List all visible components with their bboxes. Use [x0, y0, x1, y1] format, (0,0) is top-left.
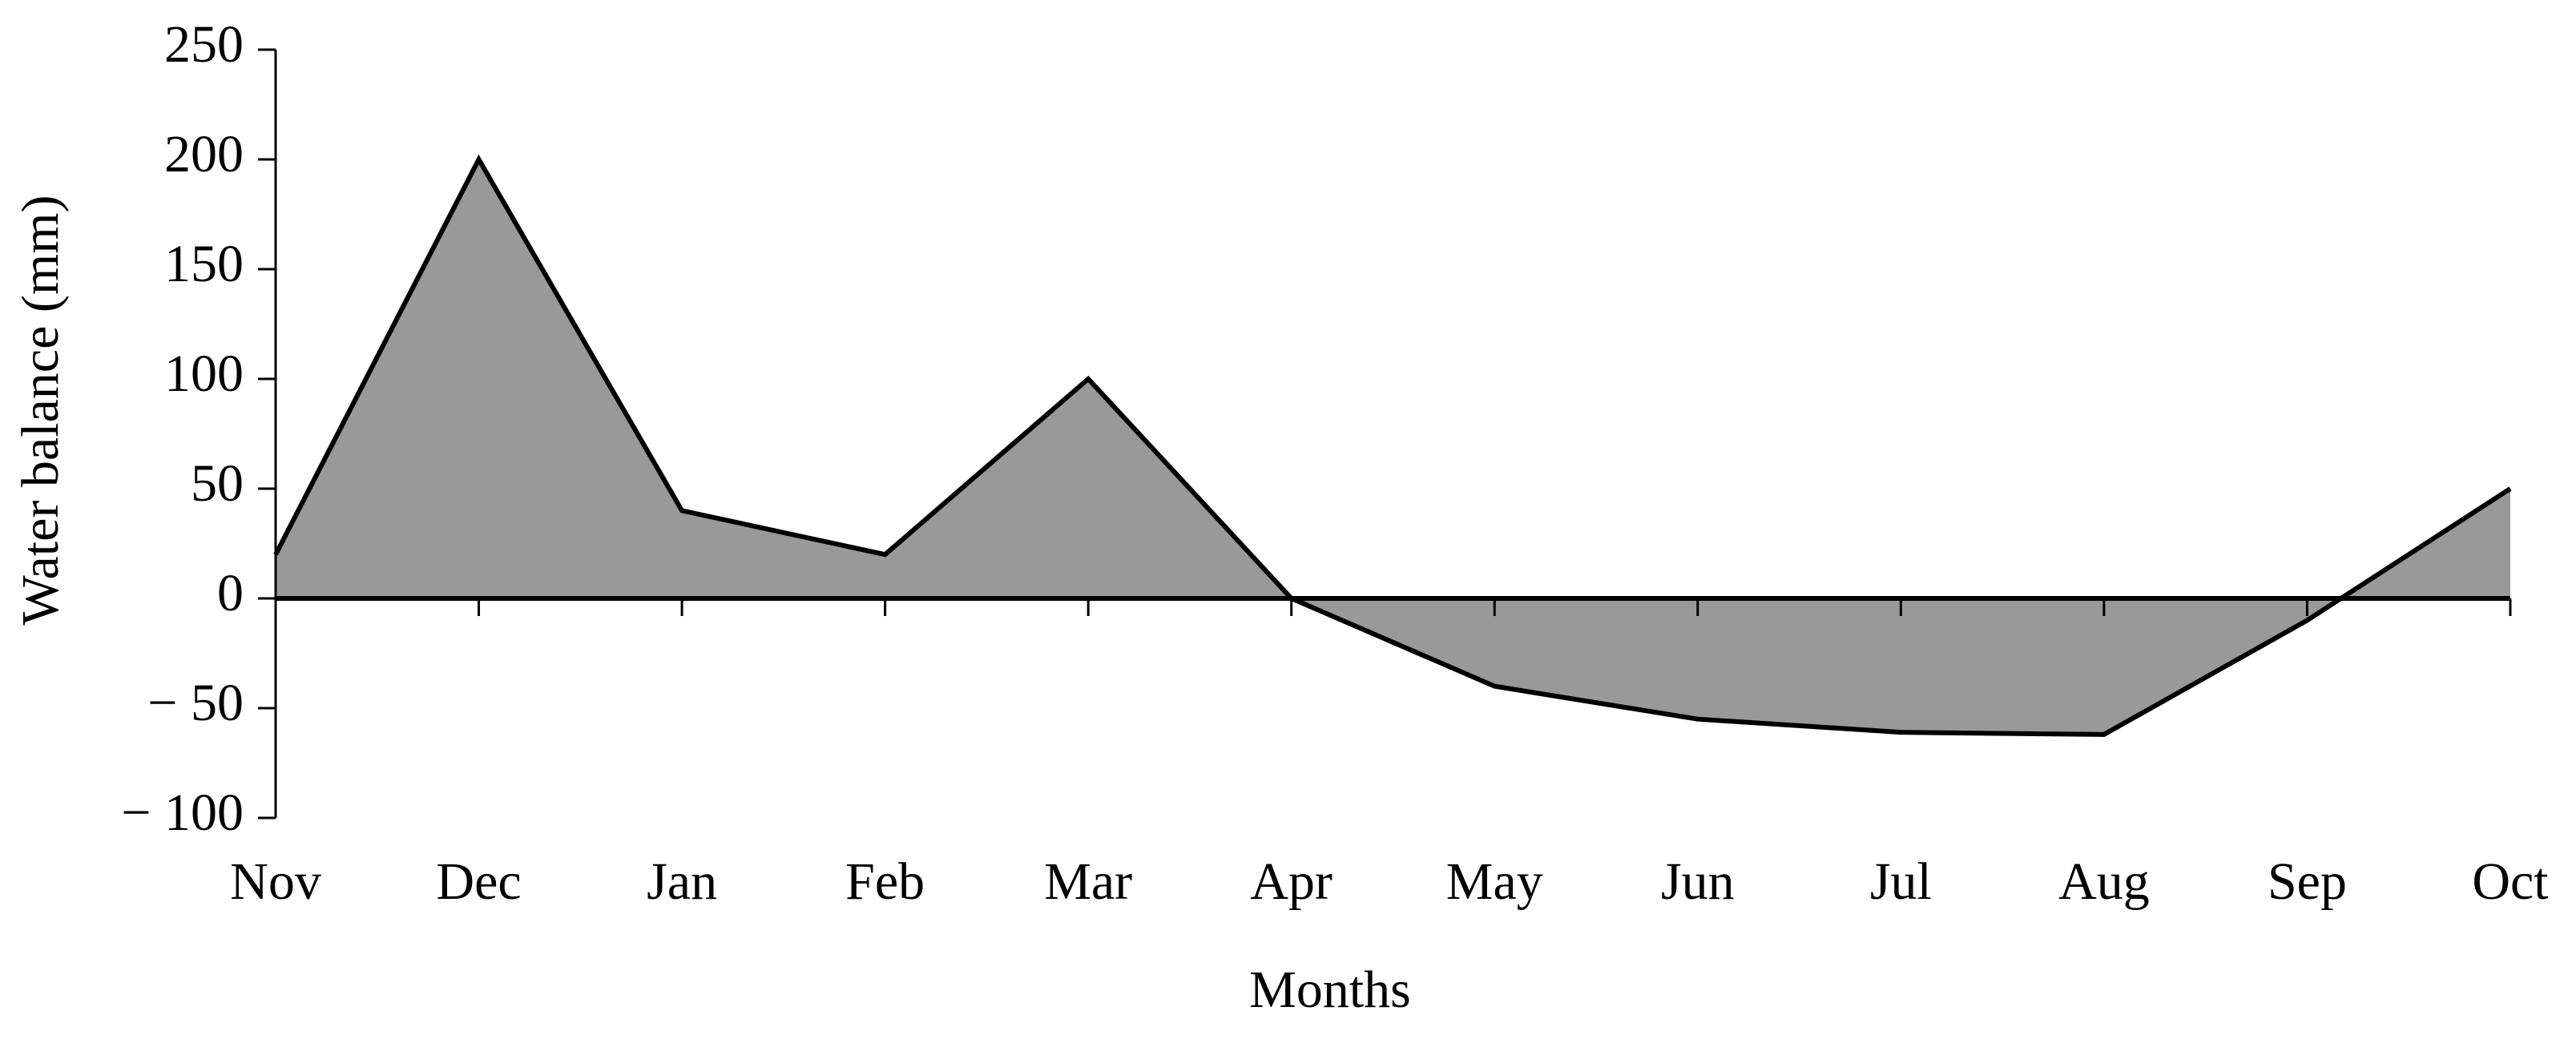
x-tick-label: Nov [230, 852, 321, 911]
y-tick-label: 0 [217, 564, 244, 622]
y-tick-label: − 50 [147, 674, 244, 732]
x-tick-label: Jun [1661, 852, 1735, 911]
y-tick-label: 200 [164, 125, 244, 183]
y-tick-label: 100 [164, 344, 244, 403]
y-tick-label: − 100 [121, 783, 244, 842]
y-tick-label: 150 [164, 235, 244, 293]
x-tick-label: Feb [845, 852, 925, 911]
x-tick-label: Apr [1250, 852, 1332, 911]
x-tick-label: Oct [2472, 852, 2548, 911]
y-tick-label: 250 [164, 15, 244, 74]
x-tick-label: Jan [647, 852, 717, 911]
x-tick-label: Dec [436, 852, 521, 911]
y-axis-label: Water balance (mm) [11, 195, 70, 625]
area [276, 159, 2510, 735]
x-axis-label: Months [1249, 960, 1411, 1019]
x-tick-label: Aug [2058, 852, 2150, 911]
x-tick-label: May [1446, 852, 1543, 911]
x-tick-label: Jul [1870, 852, 1932, 911]
x-tick-label: Mar [1044, 852, 1132, 911]
y-tick-label: 50 [191, 454, 244, 513]
x-tick-label: Sep [2268, 852, 2347, 911]
line [273, 154, 2512, 737]
